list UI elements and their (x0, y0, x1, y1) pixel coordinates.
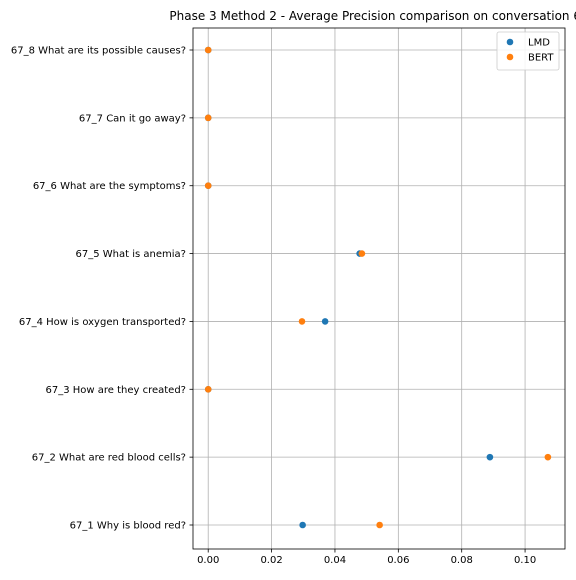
y-tick-label: 67_7 Can it go away? (79, 113, 186, 124)
bert-point (204, 385, 212, 393)
bert-point (204, 46, 212, 54)
grid (193, 28, 565, 549)
x-tick-label: 0.02 (260, 555, 282, 566)
y-tick-label: 67_4 How is oxygen transported? (19, 317, 186, 328)
x-tick-label: 0.04 (324, 555, 346, 566)
y-tick-label: 67_6 What are the symptoms? (33, 181, 186, 192)
plot-frame (192, 27, 566, 550)
bert-point (544, 453, 552, 461)
lmd-point (299, 521, 306, 529)
bert-point (204, 182, 212, 190)
bert-point (376, 521, 383, 529)
y-tick-label: 67_8 What are its possible causes? (11, 46, 186, 57)
y-tick-label: 67_3 How are they created? (45, 385, 186, 396)
chart-title: Phase 3 Method 2 - Average Precision com… (169, 9, 576, 23)
x-tick-label: 0.10 (514, 555, 536, 566)
legend-marker-bert (506, 53, 514, 61)
x-tick-label: 0.00 (197, 555, 219, 566)
legend-marker-lmd (506, 38, 514, 46)
legend-label-lmd: LMD (528, 38, 550, 49)
y-tick-label: 67_5 What is anemia? (76, 249, 186, 260)
data-points (204, 46, 552, 529)
y-tick-label: 67_2 What are red blood cells? (32, 453, 186, 464)
bert-point (204, 114, 212, 122)
lmd-point (321, 318, 329, 325)
x-tick-label: 0.06 (387, 555, 409, 566)
x-tick-label: 0.08 (451, 555, 473, 566)
legend-label-bert: BERT (528, 53, 554, 64)
legend: LMD BERT (496, 31, 560, 71)
lmd-point (486, 453, 494, 461)
bert-point (358, 250, 366, 257)
axis-ticks: 0.00 0.02 0.04 0.06 0.08 0.10 67_1 Why is bloo… (11, 46, 536, 567)
bert-point (298, 318, 306, 325)
y-tick-label: 67_1 Why is blood red? (70, 521, 186, 532)
